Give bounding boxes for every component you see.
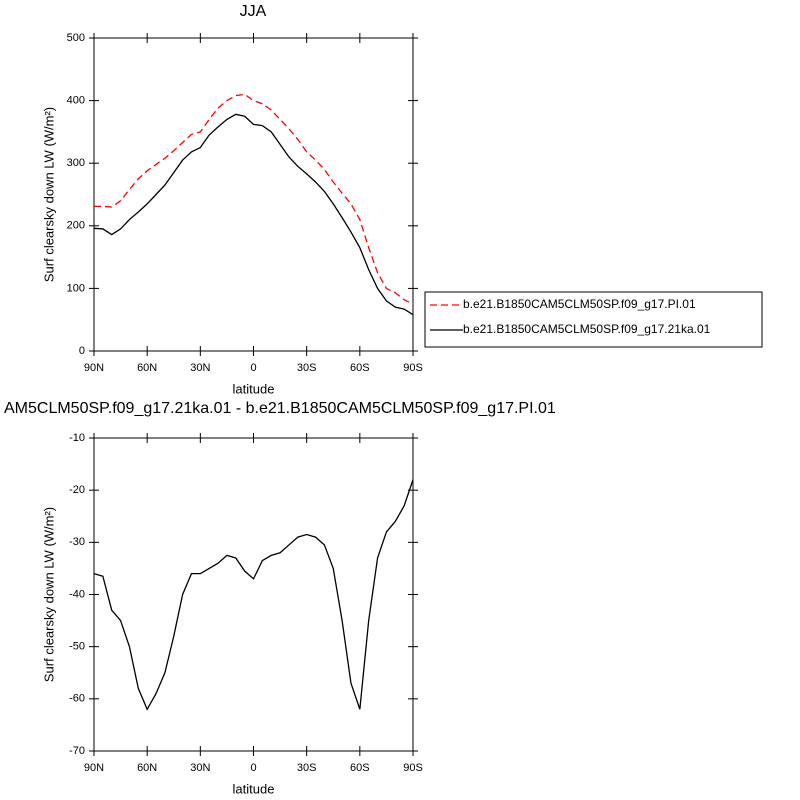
x-tick-label: 90S: [403, 762, 423, 774]
y-tick-label: -20: [69, 484, 85, 496]
plot-frame: [93, 437, 414, 752]
chart-title: AM5CLM50SP.f09_g17.21ka.01 - b.e21.B1850…: [4, 400, 556, 417]
y-axis-label: Surf clearsky down LW (W/m²): [41, 507, 56, 682]
y-tick-label: 0: [79, 345, 85, 357]
y-tick-label: -60: [69, 693, 85, 705]
x-tick-label: 30S: [297, 762, 317, 774]
data-line: [93, 479, 414, 711]
x-tick-label: 30S: [297, 362, 317, 374]
y-tick-label: -70: [69, 745, 85, 757]
x-tick-label: 60N: [137, 762, 157, 774]
x-tick-label: 60S: [350, 762, 370, 774]
y-tick-label: 500: [67, 32, 85, 44]
x-tick-label: 0: [250, 762, 256, 774]
x-tick-label: 90N: [84, 362, 104, 374]
x-tick-label: 30N: [190, 762, 210, 774]
x-axis-label: latitude: [233, 781, 275, 796]
x-tick-label: 90N: [84, 762, 104, 774]
y-tick-label: 200: [67, 220, 85, 232]
x-tick-label: 30N: [190, 362, 210, 374]
legend-box: [424, 291, 763, 348]
chart-title: JJA: [240, 3, 267, 20]
series-line: [94, 93, 414, 305]
y-axis-label: Surf clearsky down LW (W/m²): [41, 107, 56, 282]
y-tick-label: 100: [67, 282, 85, 294]
series-line: [93, 113, 414, 316]
y-tick-label: 300: [67, 157, 85, 169]
plot-frame: [93, 37, 414, 352]
y-tick-label: 400: [67, 95, 85, 107]
x-tick-label: 0: [250, 362, 256, 374]
x-tick-label: 60N: [137, 362, 157, 374]
legend-label: b.e21.B1850CAM5CLM50SP.f09_g17.21ka.01: [463, 322, 711, 336]
y-tick-label: -10: [69, 432, 85, 444]
y-tick-label: -50: [69, 641, 85, 653]
x-tick-label: 90S: [403, 362, 423, 374]
x-tick-label: 60S: [350, 362, 370, 374]
y-tick-label: -30: [69, 536, 85, 548]
x-axis-label: latitude: [233, 381, 275, 396]
legend-label: b.e21.B1850CAM5CLM50SP.f09_g17.PI.01: [463, 297, 696, 311]
y-tick-label: -40: [69, 588, 85, 600]
